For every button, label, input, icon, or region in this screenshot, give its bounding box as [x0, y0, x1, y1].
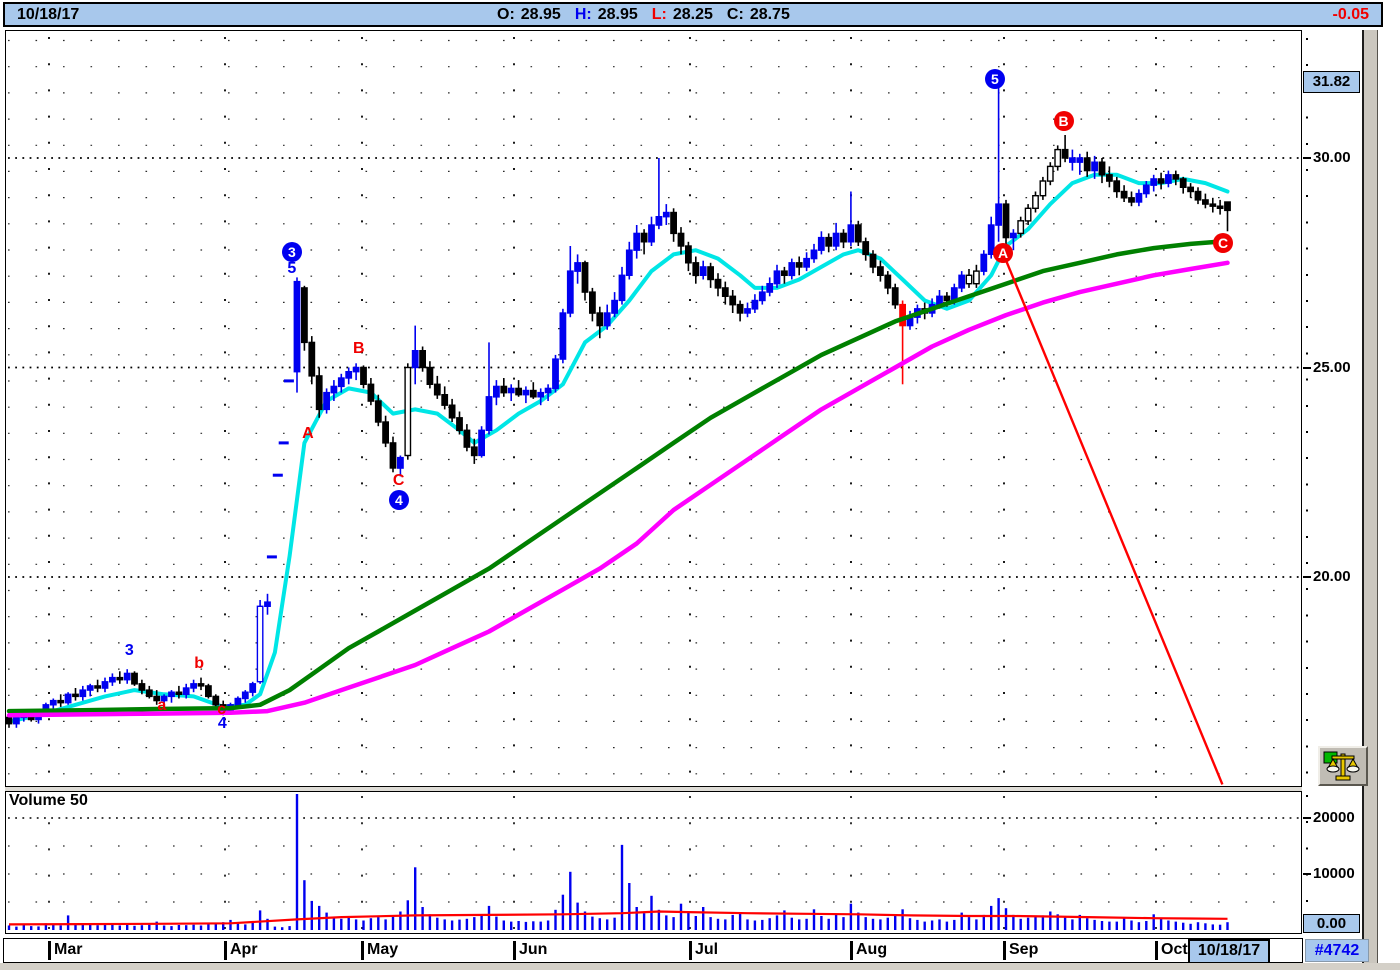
- price-axis[interactable]: 31.82 30.00 25.00 20.00: [1303, 30, 1362, 787]
- header-c-value: 28.75: [749, 6, 790, 23]
- month-label-apr: Apr: [230, 941, 258, 958]
- volume-axis-tick: [1303, 817, 1311, 819]
- medium-ma: [6, 238, 1230, 714]
- month-tick-mar: [48, 941, 51, 960]
- month-label-sep: Sep: [1009, 941, 1039, 958]
- month-tick-aug: [850, 941, 853, 960]
- last-date-box: 10/18/17: [1188, 939, 1270, 964]
- volume-axis-label-10000: 10000: [1313, 865, 1355, 882]
- volume-axis-label-20000: 20000: [1313, 809, 1355, 826]
- volume-chart-canvas[interactable]: [6, 792, 1301, 933]
- gap-dash-marker: [266, 555, 277, 559]
- time-axis-bar[interactable]: 10/18/17 Mar Apr May Jun Jul Aug Sep Oct: [3, 938, 1303, 964]
- volume-indicator-title: Volume 50: [9, 792, 91, 810]
- gap-dash-marker: [278, 441, 289, 445]
- price-axis-tick: [1303, 157, 1311, 159]
- price-axis-tick: [1303, 366, 1311, 369]
- volume-axis-tick-dots: [1306, 795, 1308, 925]
- window-edge-strip: [1362, 30, 1378, 963]
- scales-icon: [1320, 748, 1366, 784]
- volume-chart-pane[interactable]: Volume 50: [5, 791, 1302, 934]
- price-axis-tick: [1303, 576, 1311, 578]
- header-o-label: O:: [497, 6, 515, 23]
- month-tick-may: [361, 941, 364, 960]
- wave-label-3: 3: [124, 642, 134, 659]
- header-c-label: C:: [726, 6, 744, 23]
- pane-splitter[interactable]: [5, 787, 1302, 791]
- month-tick-sep: [1003, 941, 1006, 960]
- wave-label-b: b: [194, 654, 205, 672]
- bottom-window-strip: [0, 963, 1400, 970]
- header-o-value: 28.95: [520, 6, 561, 23]
- header-h-value: 28.95: [597, 6, 638, 23]
- month-label-aug: Aug: [856, 941, 888, 958]
- price-axis-label-25.00: 25.00: [1313, 358, 1351, 376]
- candlestick-series: [6, 81, 1231, 728]
- header-l-label: L:: [651, 6, 667, 23]
- month-tick-apr: [224, 941, 227, 960]
- wave-label-A: A: [302, 424, 314, 442]
- wave-label-B: B: [1053, 111, 1074, 132]
- wave-label-c: c: [217, 701, 227, 719]
- month-label-jul: Jul: [695, 941, 719, 958]
- slow-ma: [6, 260, 1230, 718]
- wave-label-5: 5: [287, 259, 297, 277]
- wave-label-C: C: [392, 471, 405, 489]
- wave-label-4: 4: [217, 714, 227, 732]
- volume-ma-line: [8, 910, 1228, 926]
- volume-axis-tick: [1303, 873, 1311, 875]
- fast-ma: [7, 172, 1230, 724]
- wave-label-4: 4: [388, 489, 409, 510]
- volume-bars: [7, 794, 1229, 930]
- month-tick-jun: [513, 941, 516, 960]
- month-tick-oct: [1155, 941, 1158, 960]
- volume-axis[interactable]: 20000 10000 0.00: [1303, 791, 1362, 934]
- gap-dash-marker: [283, 379, 294, 383]
- header-change: -0.05: [1332, 6, 1369, 23]
- header-bar: 10/18/17 O: 28.95 H: 28.95 L: 28.25 C: 28.75 -0…: [3, 2, 1383, 27]
- price-axis-tick-dots: [1306, 38, 1308, 780]
- trendline: [1001, 252, 1224, 785]
- header-l-value: 28.25: [672, 6, 713, 23]
- price-axis-label-30.00: 30.00: [1313, 149, 1351, 166]
- month-tick-jul: [689, 941, 692, 960]
- ticker-id-badge: #4742: [1305, 939, 1369, 962]
- volume-zero-marker: 0.00: [1303, 914, 1360, 933]
- header-date: 10/18/17: [17, 6, 80, 23]
- wave-label-3: 3: [281, 241, 302, 262]
- header-ohlc-readout: O: 28.95 H: 28.95 L: 28.25 C: 28.75: [497, 6, 804, 24]
- month-label-may: May: [367, 941, 399, 958]
- price-chart-canvas[interactable]: [6, 31, 1301, 786]
- month-label-oct: Oct: [1161, 941, 1188, 958]
- wave-label-C: C: [1213, 233, 1234, 254]
- wave-label-a: a: [157, 696, 167, 714]
- price-high-marker: 31.82: [1303, 70, 1360, 93]
- price-axis-label-20.00: 20.00: [1313, 568, 1351, 585]
- month-label-jun: Jun: [519, 941, 548, 958]
- wave-label-A: A: [993, 243, 1014, 264]
- month-label-mar: Mar: [54, 941, 83, 958]
- header-h-label: H:: [574, 6, 592, 23]
- wave-label-5: 5: [984, 69, 1005, 90]
- scale-settings-button[interactable]: [1318, 746, 1368, 786]
- gap-dash-marker: [272, 473, 283, 477]
- wave-label-B: B: [353, 339, 365, 357]
